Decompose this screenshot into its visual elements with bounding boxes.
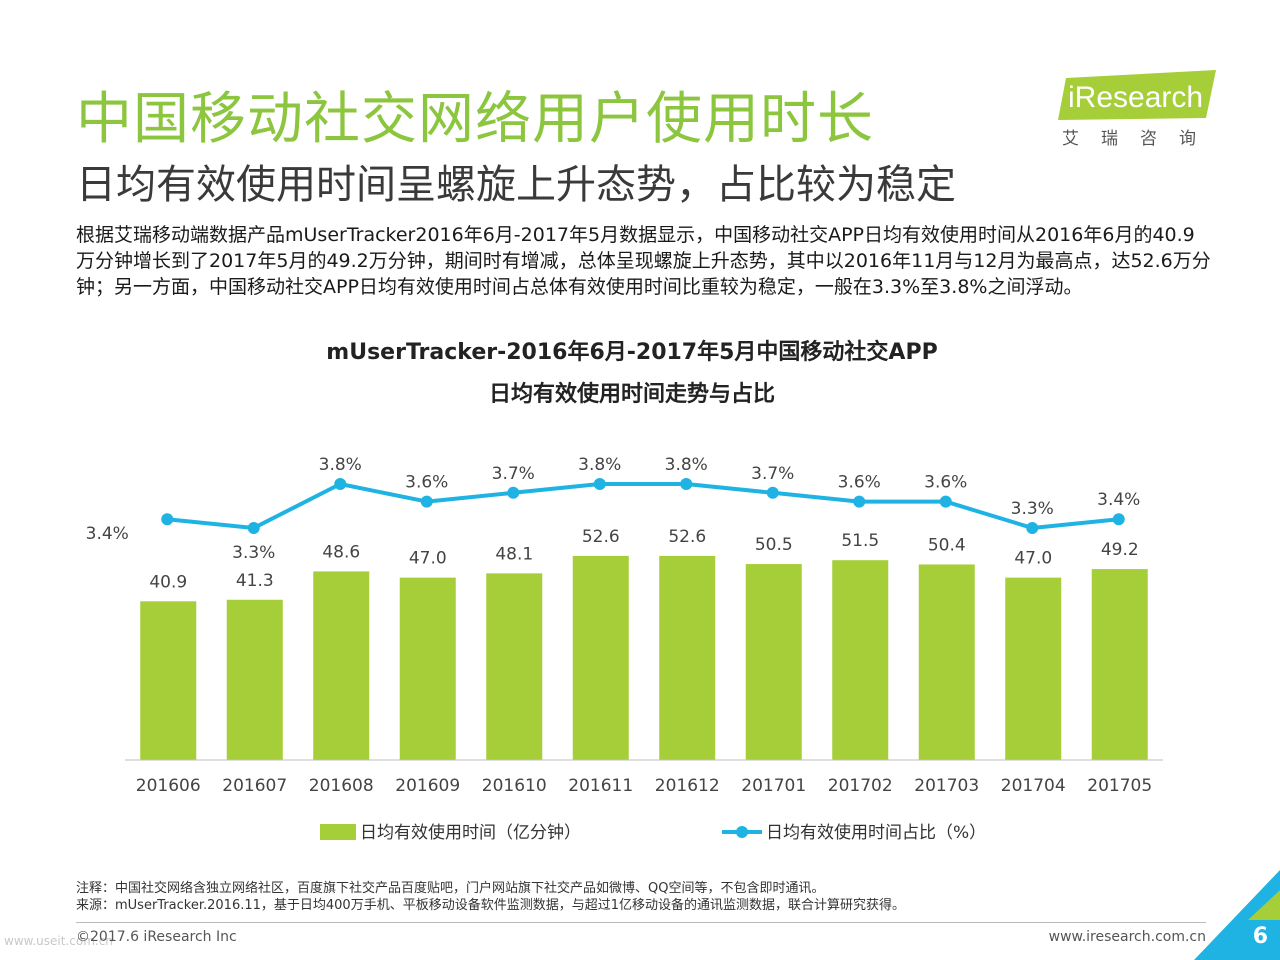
bar-value-label: 47.0 <box>1014 549 1052 569</box>
x-tick-label: 201606 <box>136 776 201 796</box>
x-tick-label: 201610 <box>482 776 547 796</box>
bar-value-label: 51.5 <box>841 531 879 551</box>
bar-201612 <box>659 555 716 760</box>
x-tick-label: 201704 <box>1001 776 1066 796</box>
logo-chinese-text: 艾瑞咨询 <box>1062 129 1218 149</box>
bar-201607 <box>226 599 283 760</box>
bar-value-label: 50.5 <box>755 535 793 555</box>
x-tick-label: 201607 <box>222 776 287 796</box>
x-tick-label: 201703 <box>914 776 979 796</box>
bar-201611 <box>572 555 629 760</box>
bar-201704 <box>1005 577 1062 760</box>
chart-title: mUserTracker-2016年6月-2017年5月中国移动社交APP <box>326 340 938 365</box>
chart-note: 注释：中国社交网络含独立网络社区，百度旗下社交产品百度贴吧，门户网站旗下社交产品… <box>76 881 825 896</box>
ratio-value-label: 3.6% <box>405 473 448 493</box>
ratio-value-label: 3.6% <box>924 473 967 493</box>
x-tick-label: 201612 <box>655 776 720 796</box>
chart-subtitle: 日均有效使用时间走势与占比 <box>488 382 775 407</box>
ratio-point-201611 <box>593 478 606 490</box>
bar-201609 <box>399 577 456 760</box>
ratio-value-label: 3.8% <box>319 455 362 475</box>
bar-value-label: 40.9 <box>149 572 187 592</box>
ratio-point-201606 <box>161 513 174 526</box>
ratio-value-label: 3.3% <box>1011 499 1054 519</box>
x-tick-label: 201609 <box>395 776 460 796</box>
ratio-point-201609 <box>420 495 433 508</box>
bar-201705 <box>1091 569 1148 760</box>
bar-value-label: 52.6 <box>668 527 706 547</box>
bar-value-label: 48.1 <box>495 544 533 564</box>
page-title: 中国移动社交网络用户使用时长 <box>76 87 874 152</box>
x-tick-label: 201701 <box>741 776 806 796</box>
bar-value-label: 50.4 <box>928 535 966 555</box>
ratio-point-201701 <box>766 486 779 499</box>
ratio-value-label: 3.6% <box>838 473 881 493</box>
x-tick-label: 201702 <box>828 776 893 796</box>
ratio-point-201608 <box>334 478 347 490</box>
chart-source: 来源：mUserTracker.2016.11，基于日均400万手机、平板移动设… <box>76 898 905 913</box>
description-text: 根据艾瑞移动端数据产品mUserTracker2016年6月-2017年5月数据… <box>76 224 1211 298</box>
ratio-point-201612 <box>680 478 693 490</box>
ratio-point-201702 <box>853 495 866 508</box>
ratio-value-label: 3.7% <box>492 464 535 484</box>
footer-copyright: ©2017.6 iResearch Inc <box>76 929 237 945</box>
ratio-value-label: 3.4% <box>86 524 129 544</box>
bar-201608 <box>313 571 370 760</box>
bar-value-label: 49.2 <box>1101 540 1139 560</box>
legend-line-marker <box>736 826 748 838</box>
legend-bar-swatch <box>320 824 356 840</box>
iresearch-logo: iResearch <box>1058 70 1216 120</box>
ratio-point-201703 <box>939 495 952 508</box>
ratio-line <box>167 482 1119 530</box>
logo-brand-text: iResearch <box>1068 81 1203 114</box>
ratio-value-label: 3.3% <box>232 543 275 563</box>
ratio-point-201705 <box>1112 513 1125 526</box>
bar-value-label: 52.6 <box>582 527 620 547</box>
ratio-value-label: 3.8% <box>578 455 621 475</box>
ratio-value-label: 3.7% <box>751 464 794 484</box>
legend-bar-label: 日均有效使用时间（亿分钟） <box>360 822 581 843</box>
combo-chart: 40.9 41.3 48.6 47.0 48.1 52.6 52.6 50.5 51.5 50.4… <box>86 455 1163 843</box>
ratio-point-201607 <box>247 522 260 534</box>
footer-website[interactable]: www.iresearch.com.cn <box>1048 929 1206 945</box>
bar-201610 <box>486 573 543 760</box>
footer-divider <box>76 922 1206 923</box>
ratio-value-label: 3.4% <box>1097 490 1140 510</box>
bar-value-label: 47.0 <box>409 549 447 569</box>
ratio-value-label: 3.8% <box>665 455 708 475</box>
x-tick-label: 201705 <box>1087 776 1152 796</box>
corner-decoration <box>1194 870 1280 960</box>
bar-201606 <box>140 601 197 760</box>
page-subtitle: 日均有效使用时间呈螺旋上升态势，占比较为稳定 <box>76 162 956 208</box>
bar-201701 <box>745 564 802 760</box>
bar-201702 <box>832 560 889 760</box>
legend-line-label: 日均有效使用时间占比（%） <box>766 822 986 843</box>
ratio-point-201610 <box>507 486 520 499</box>
bar-value-label: 48.6 <box>322 542 360 562</box>
x-tick-label: 201611 <box>568 776 633 796</box>
bar-201703 <box>918 564 975 760</box>
watermark: www.useit.com.cn <box>4 934 113 948</box>
page-number: 6 <box>1252 924 1268 949</box>
bar-value-label: 41.3 <box>236 571 274 591</box>
x-tick-label: 201608 <box>309 776 374 796</box>
ratio-point-201704 <box>1026 522 1039 534</box>
